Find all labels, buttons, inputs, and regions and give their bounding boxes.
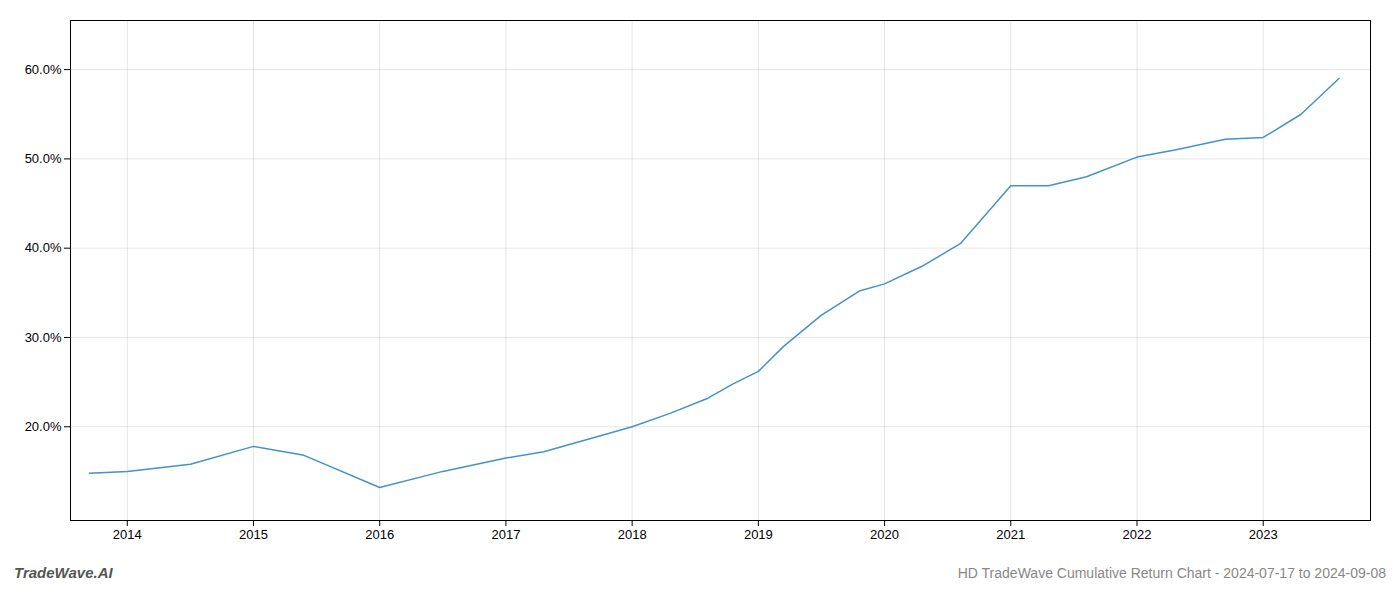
svg-text:2015: 2015 [239, 527, 268, 542]
svg-text:40.0%: 40.0% [25, 240, 62, 255]
svg-text:50.0%: 50.0% [25, 151, 62, 166]
svg-text:30.0%: 30.0% [25, 330, 62, 345]
html-text:TradeWave.AI: TradeWave.AI [14, 564, 113, 581]
html-text:HD TradeWave Cumulative Return: HD TradeWave Cumulative Return Chart - 2… [957, 565, 1386, 581]
svg-text:2017: 2017 [491, 527, 520, 542]
svg-text:2019: 2019 [744, 527, 773, 542]
svg-text:2014: 2014 [113, 527, 142, 542]
svg-text:2022: 2022 [1123, 527, 1152, 542]
svg-text:2020: 2020 [870, 527, 899, 542]
svg-text:60.0%: 60.0% [25, 62, 62, 77]
svg-text:2016: 2016 [365, 527, 394, 542]
svg-text:2023: 2023 [1249, 527, 1278, 542]
svg-text:20.0%: 20.0% [25, 419, 62, 434]
svg-text:2021: 2021 [996, 527, 1025, 542]
svg-text:2018: 2018 [618, 527, 647, 542]
